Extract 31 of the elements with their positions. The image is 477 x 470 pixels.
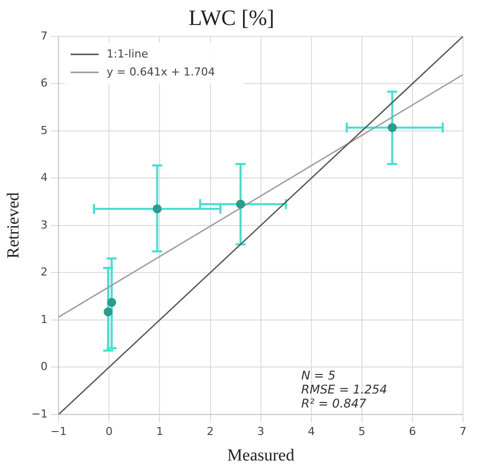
x-tick-label: 0 xyxy=(106,424,113,438)
chart-title: LWC [%] xyxy=(188,4,274,30)
y-tick-label: 2 xyxy=(40,266,48,279)
x-tick-label: 4 xyxy=(308,424,315,438)
y-tick-label: 7 xyxy=(40,29,48,42)
point xyxy=(236,200,246,209)
x-tick-label: 7 xyxy=(460,424,466,438)
point xyxy=(388,123,397,132)
x-axis-title: Measured xyxy=(227,445,295,464)
point xyxy=(104,307,113,316)
y-tick-label: 6 xyxy=(40,76,48,90)
y-tick-label: −1 xyxy=(31,407,48,420)
y-tick-label: 1 xyxy=(40,312,48,326)
y-tick-label: 5 xyxy=(40,124,48,137)
x-tick-label: 2 xyxy=(206,424,214,438)
y-tick-label: 3 xyxy=(40,218,48,232)
x-tick-label: 6 xyxy=(408,424,416,438)
x-tick-label: −1 xyxy=(50,424,67,438)
y-axis-title: Retrieved xyxy=(4,192,23,258)
y-tick-label: 0 xyxy=(40,360,48,374)
annotation: R² = 0.847 xyxy=(301,396,367,411)
x-tick-label: 1 xyxy=(156,424,164,438)
point xyxy=(107,298,116,307)
annotation: N = 5 xyxy=(301,368,336,383)
annotation: RMSE = 1.254 xyxy=(301,382,388,397)
point xyxy=(152,204,162,214)
legend-label: y = 0.641x + 1.704 xyxy=(106,65,216,78)
y-tick-label: 4 xyxy=(40,171,48,184)
x-tick-label: 5 xyxy=(358,424,366,438)
legend-label: 1:1-line xyxy=(106,47,148,60)
x-tick-label: 3 xyxy=(257,424,264,438)
